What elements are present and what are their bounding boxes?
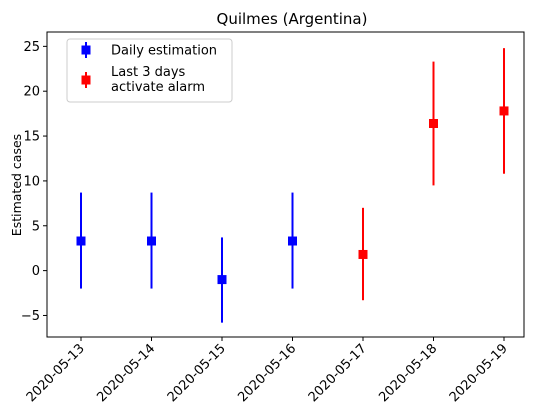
data-point xyxy=(76,236,86,246)
data-point xyxy=(147,236,156,246)
x-tick-label: 2020-05-13 xyxy=(24,341,88,405)
data-point xyxy=(217,275,227,285)
legend-box xyxy=(66,38,233,103)
y-tick-label: 25 xyxy=(23,40,40,55)
data-point xyxy=(429,119,438,128)
y-tick-label: 15 xyxy=(23,130,40,145)
x-tick-label: 2020-05-15 xyxy=(165,341,229,405)
legend-swatch-marker xyxy=(81,45,91,55)
legend-swatch-marker xyxy=(81,75,91,85)
y-axis-label: Estimated cases xyxy=(9,134,24,236)
y-tick-label: 10 xyxy=(23,174,40,189)
data-point xyxy=(499,106,509,116)
x-tick-label: 2020-05-19 xyxy=(447,341,511,405)
x-tick-label: 2020-05-14 xyxy=(94,341,158,405)
x-tick-label: 2020-05-16 xyxy=(235,341,299,405)
chart-title: Quilmes (Argentina) xyxy=(217,10,368,28)
legend: Daily estimation Last 3 days activate alar… xyxy=(66,38,233,103)
x-tick-label: 2020-05-18 xyxy=(376,341,440,405)
data-point xyxy=(358,249,368,259)
y-tick-label: 5 xyxy=(32,219,40,234)
data-point xyxy=(288,236,297,246)
x-tick-label: 2020-05-17 xyxy=(306,341,370,405)
y-tick-label: −5 xyxy=(21,309,40,324)
legend-label: Daily estimation xyxy=(111,44,217,59)
plot-frame xyxy=(46,31,525,338)
y-tick-label: 20 xyxy=(23,85,40,100)
legend-label: Last 3 days activate alarm xyxy=(111,65,205,95)
y-tick-label: 0 xyxy=(32,264,40,279)
